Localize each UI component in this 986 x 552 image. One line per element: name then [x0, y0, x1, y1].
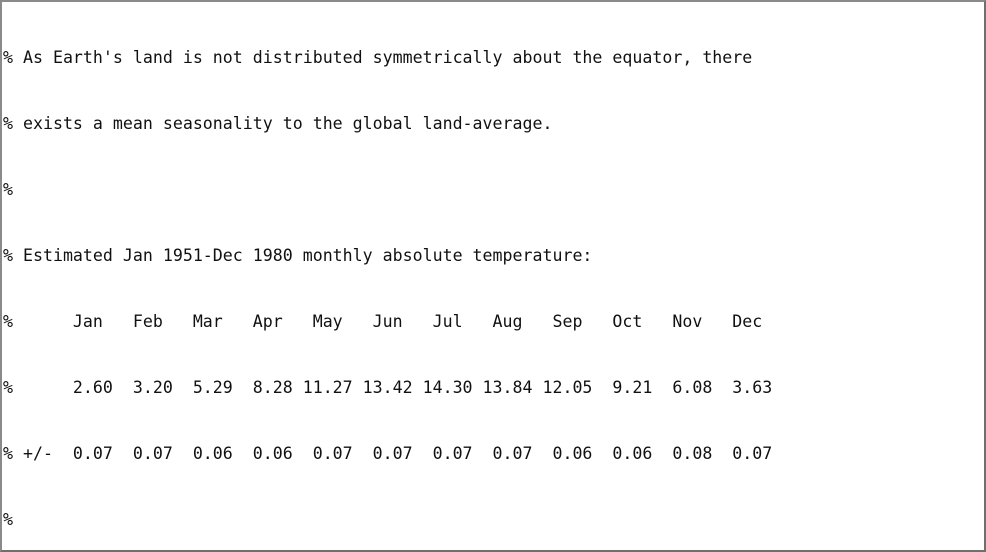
comment-line: % exists a mean seasonality to the globa…	[3, 114, 553, 133]
data-file-text: % As Earth's land is not distributed sym…	[3, 3, 984, 550]
month-header-line: % Jan Feb Mar Apr May Jun Jul Aug Sep Oc…	[3, 312, 763, 331]
comment-line: %	[3, 180, 13, 199]
comment-line: % Estimated Jan 1951-Dec 1980 monthly ab…	[3, 246, 593, 265]
absolute-temperature-line: % 2.60 3.20 5.29 8.28 11.27 13.42 14.30 …	[3, 378, 773, 397]
comment-line: %	[3, 510, 13, 529]
comment-line: % As Earth's land is not distributed sym…	[3, 48, 753, 67]
uncertainty-line: % +/- 0.07 0.07 0.06 0.06 0.07 0.07 0.07…	[3, 444, 773, 463]
